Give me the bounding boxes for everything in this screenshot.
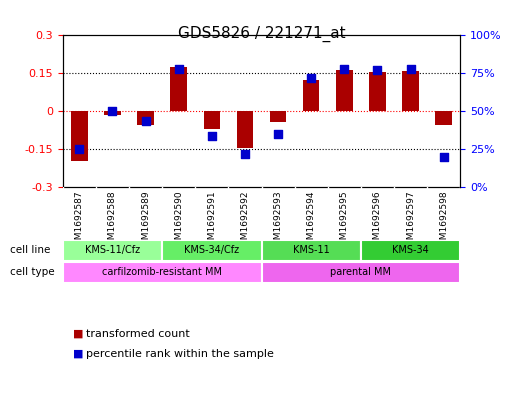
- Text: GSM1692588: GSM1692588: [108, 190, 117, 251]
- Point: [406, 66, 415, 72]
- Text: percentile rank within the sample: percentile rank within the sample: [86, 349, 274, 359]
- Text: cell type: cell type: [10, 267, 55, 277]
- Text: ■: ■: [73, 349, 84, 359]
- FancyBboxPatch shape: [361, 240, 460, 261]
- Text: GSM1692591: GSM1692591: [207, 190, 217, 251]
- FancyBboxPatch shape: [162, 240, 262, 261]
- Point: [439, 154, 448, 160]
- Bar: [270, 111, 287, 121]
- Text: GSM1692593: GSM1692593: [274, 190, 282, 251]
- Text: parental MM: parental MM: [331, 267, 391, 277]
- Text: GDS5826 / 221271_at: GDS5826 / 221271_at: [178, 26, 345, 42]
- Point: [108, 108, 117, 114]
- FancyBboxPatch shape: [262, 240, 361, 261]
- Text: GSM1692590: GSM1692590: [174, 190, 183, 251]
- Bar: [303, 80, 320, 111]
- Text: GSM1692589: GSM1692589: [141, 190, 150, 251]
- Point: [141, 118, 150, 124]
- Point: [307, 75, 315, 81]
- FancyBboxPatch shape: [63, 262, 262, 283]
- Text: GSM1692598: GSM1692598: [439, 190, 448, 251]
- Point: [340, 66, 348, 72]
- Bar: [137, 111, 154, 125]
- Point: [208, 132, 216, 139]
- Text: GSM1692596: GSM1692596: [373, 190, 382, 251]
- Bar: [435, 111, 452, 125]
- Text: GSM1692595: GSM1692595: [340, 190, 349, 251]
- Text: GSM1692597: GSM1692597: [406, 190, 415, 251]
- Text: GSM1692594: GSM1692594: [306, 190, 316, 250]
- Bar: [336, 70, 353, 111]
- Text: transformed count: transformed count: [86, 329, 190, 339]
- Bar: [71, 111, 87, 161]
- Text: KMS-11: KMS-11: [293, 245, 329, 255]
- Text: KMS-11/Cfz: KMS-11/Cfz: [85, 245, 140, 255]
- Bar: [170, 67, 187, 111]
- Text: KMS-34/Cfz: KMS-34/Cfz: [184, 245, 240, 255]
- Text: ■: ■: [73, 329, 84, 339]
- Point: [175, 66, 183, 72]
- Bar: [203, 111, 220, 129]
- FancyBboxPatch shape: [63, 240, 162, 261]
- Text: GSM1692587: GSM1692587: [75, 190, 84, 251]
- Point: [373, 67, 382, 73]
- Bar: [369, 72, 385, 111]
- Bar: [402, 71, 419, 111]
- Text: cell line: cell line: [10, 245, 51, 255]
- Text: carfilzomib-resistant MM: carfilzomib-resistant MM: [102, 267, 222, 277]
- FancyBboxPatch shape: [262, 262, 460, 283]
- Text: GSM1692592: GSM1692592: [241, 190, 249, 250]
- Point: [241, 151, 249, 157]
- Bar: [104, 111, 121, 115]
- Bar: [236, 111, 253, 148]
- Text: KMS-34: KMS-34: [392, 245, 429, 255]
- Point: [274, 131, 282, 137]
- Point: [75, 146, 84, 152]
